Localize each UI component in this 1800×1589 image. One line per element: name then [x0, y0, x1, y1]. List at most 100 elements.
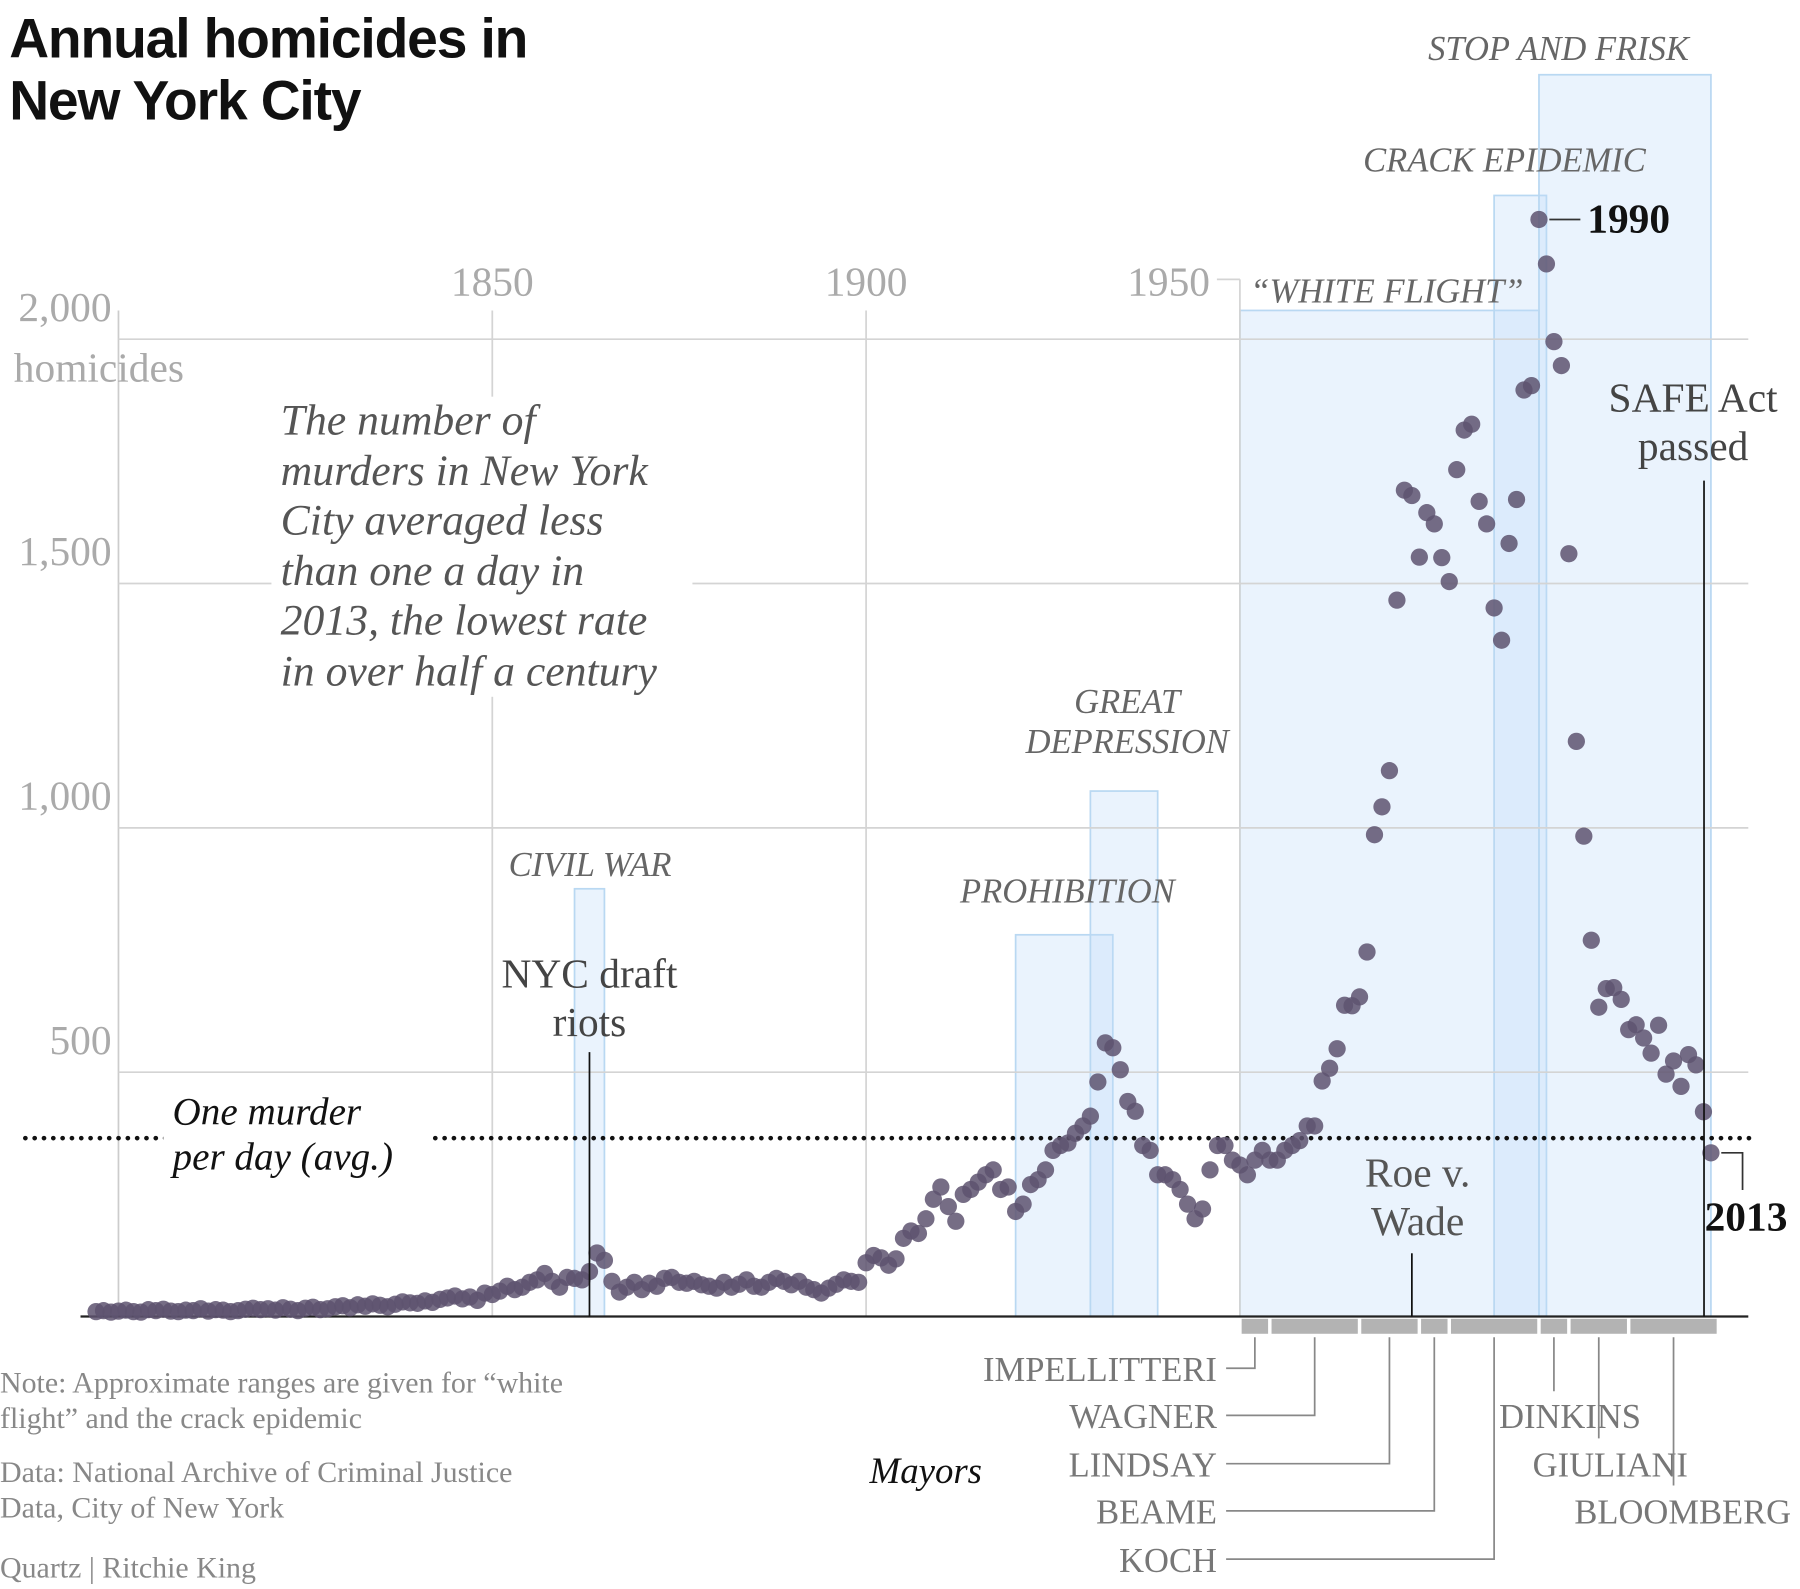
mayor-term [1630, 1318, 1717, 1334]
data-point [1612, 990, 1630, 1009]
data-point [887, 1250, 905, 1268]
data-point [1687, 1056, 1705, 1074]
data-point [1126, 1102, 1144, 1120]
annotation: SAFE Act passed [1608, 374, 1778, 470]
data-point [1089, 1073, 1107, 1091]
data-point [999, 1178, 1017, 1196]
data-point [1567, 732, 1585, 750]
period-label: STOP AND FRISK [1428, 29, 1689, 68]
mayor-term [1241, 1318, 1269, 1334]
y-tick-label: 500 [49, 1017, 111, 1063]
data-point [1433, 549, 1451, 567]
period-label: “WHITE FLIGHT” [1250, 272, 1524, 311]
data-point [1440, 572, 1458, 591]
mayor-term [1540, 1318, 1568, 1334]
period-band [1014, 933, 1114, 1318]
mayor-connector [1226, 1337, 1436, 1512]
data-point [1403, 486, 1421, 505]
data-point [1500, 534, 1518, 553]
data-point [1582, 931, 1600, 949]
data-point [1425, 515, 1443, 533]
data-point [1216, 1136, 1234, 1155]
data-point [939, 1197, 957, 1216]
annotation: 2013 [1704, 1193, 1788, 1240]
data-point [1702, 1144, 1720, 1162]
mayor-name: IMPELLITTERI [983, 1351, 1217, 1389]
data-point [1478, 515, 1496, 533]
period-label: CRACK EPIDEMIC [1363, 141, 1646, 180]
data-point [1627, 1016, 1645, 1034]
mayor-connector [1226, 1337, 1391, 1465]
data-point [1649, 1016, 1668, 1034]
y-tick-label: 1,000 [18, 772, 111, 818]
data-point [1306, 1117, 1324, 1135]
data-point [1388, 591, 1406, 609]
period-label: PROHIBITION [960, 872, 1175, 911]
data-point [909, 1224, 928, 1243]
data-point [947, 1212, 965, 1230]
callout: The number of murders in New York City a… [271, 396, 693, 697]
mayor-name: BLOOMBERG [1574, 1493, 1791, 1531]
data-point [1081, 1107, 1100, 1125]
data-point [1111, 1061, 1129, 1079]
data-point [1590, 998, 1608, 1016]
data-point [1545, 333, 1563, 351]
note: Note: Approximate ranges are given for “… [0, 1365, 564, 1435]
data-point [1171, 1180, 1189, 1199]
period-band [1538, 73, 1712, 1318]
mayors-label: Mayors [869, 1449, 983, 1492]
data-point [1328, 1040, 1346, 1058]
reference-label: One murder per day (avg.) [163, 1089, 430, 1180]
mayor-name: WAGNER [1069, 1398, 1217, 1436]
y-tick-label: 1,500 [18, 528, 111, 574]
leader-line [1721, 1151, 1744, 1191]
data-point [1507, 490, 1526, 509]
data-point [1530, 210, 1548, 229]
data-point [1193, 1200, 1212, 1218]
data-point [1358, 943, 1376, 961]
data-point [1201, 1161, 1219, 1179]
source: Data: National Archive of Criminal Justi… [0, 1455, 513, 1525]
data-point [1036, 1161, 1055, 1179]
data-point [1321, 1059, 1339, 1077]
data-point [1635, 1029, 1653, 1047]
credit: Quartz | Ritchie King [0, 1551, 256, 1585]
data-point [1291, 1131, 1309, 1150]
period-band [1089, 790, 1159, 1318]
data-point [1463, 415, 1481, 433]
data-point [1104, 1039, 1122, 1057]
mayor-connector [1226, 1337, 1256, 1370]
data-point [1485, 599, 1503, 617]
period-label: CIVIL WAR [508, 846, 672, 885]
mayor-term [1570, 1318, 1627, 1334]
data-point [1470, 492, 1488, 511]
data-point [1373, 798, 1391, 816]
data-point [1492, 631, 1511, 649]
data-point [1642, 1044, 1660, 1062]
data-point [1552, 356, 1571, 375]
data-point [932, 1178, 950, 1196]
data-point [1537, 255, 1556, 273]
data-point [1657, 1065, 1675, 1083]
data-point [595, 1251, 614, 1269]
data-point [1380, 762, 1399, 780]
data-point [1575, 827, 1593, 845]
data-point [1410, 548, 1428, 566]
y-tick-label: 2,000 [18, 284, 111, 330]
mayor-term [1421, 1318, 1448, 1334]
period-label: GREAT DEPRESSION [1025, 682, 1229, 762]
data-point [1664, 1052, 1683, 1070]
y-axis-label: homicides [14, 345, 184, 391]
data-point [1313, 1072, 1331, 1090]
x-tick-label: 1850 [451, 259, 534, 305]
data-point [1350, 988, 1369, 1006]
x-tick-label: 1900 [825, 259, 908, 305]
annotation: 1990 [1587, 195, 1671, 242]
mayor-name: DINKINS [1499, 1398, 1641, 1436]
data-point [1448, 461, 1466, 479]
data-point [1014, 1195, 1032, 1213]
data-point [1238, 1166, 1257, 1184]
mayor-name: GIULIANI [1533, 1446, 1688, 1484]
mayor-name: LINDSAY [1069, 1446, 1217, 1484]
